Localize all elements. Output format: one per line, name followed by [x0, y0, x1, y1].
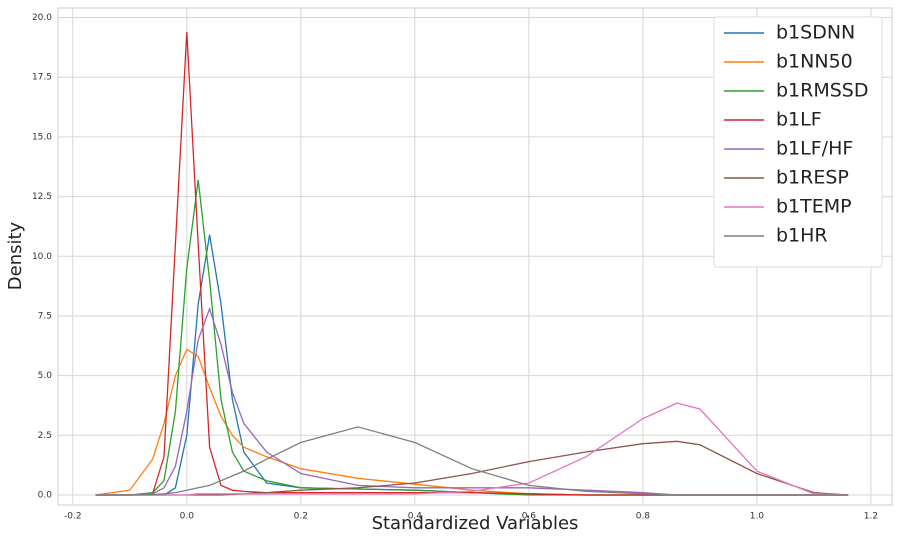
x-axis-label: Standardized Variables [372, 513, 579, 534]
y-tick-label: 10.0 [32, 252, 52, 262]
x-tick-label: 0.2 [294, 512, 308, 522]
legend-label: b1NN50 [776, 51, 853, 73]
x-tick-label: 0.6 [522, 512, 537, 522]
legend-label: b1RESP [776, 167, 849, 189]
legend-label: b1RMSSD [776, 80, 869, 102]
legend-label: b1HR [776, 225, 828, 247]
legend-label: b1SDNN [776, 22, 855, 44]
legend-box [713, 16, 883, 268]
y-tick-label: 5.0 [38, 371, 53, 381]
y-axis-label: Density [5, 221, 26, 290]
x-tick-label: 1.2 [864, 512, 878, 522]
lines [95, 31, 849, 496]
x-tick-label: 0.8 [636, 512, 651, 522]
x-tick-label: 1.0 [750, 512, 765, 522]
x-tick-label: 0.0 [180, 512, 195, 522]
y-tick-label: 15.0 [32, 132, 52, 142]
y-tick-label: 20.0 [32, 13, 52, 23]
y-tick-label: 2.5 [38, 431, 52, 441]
y-tick-label: 7.5 [38, 311, 52, 321]
series-line [95, 402, 849, 496]
legend-label: b1TEMP [776, 196, 852, 218]
legend: b1SDNN b1NN50 b1RMSSD b1LF b1LF/HF b1RESP b1TE… [713, 16, 883, 268]
x-tick-label: 0.4 [408, 512, 423, 522]
x-tick-label: -0.2 [64, 512, 82, 522]
y-tick-label: 0.0 [38, 490, 53, 500]
y-tick-label: 17.5 [32, 73, 52, 83]
legend-label: b1LF/HF [776, 138, 853, 160]
legend-label: b1LF [776, 109, 822, 131]
y-tick-label: 12.5 [32, 192, 52, 202]
series-line [95, 426, 849, 496]
